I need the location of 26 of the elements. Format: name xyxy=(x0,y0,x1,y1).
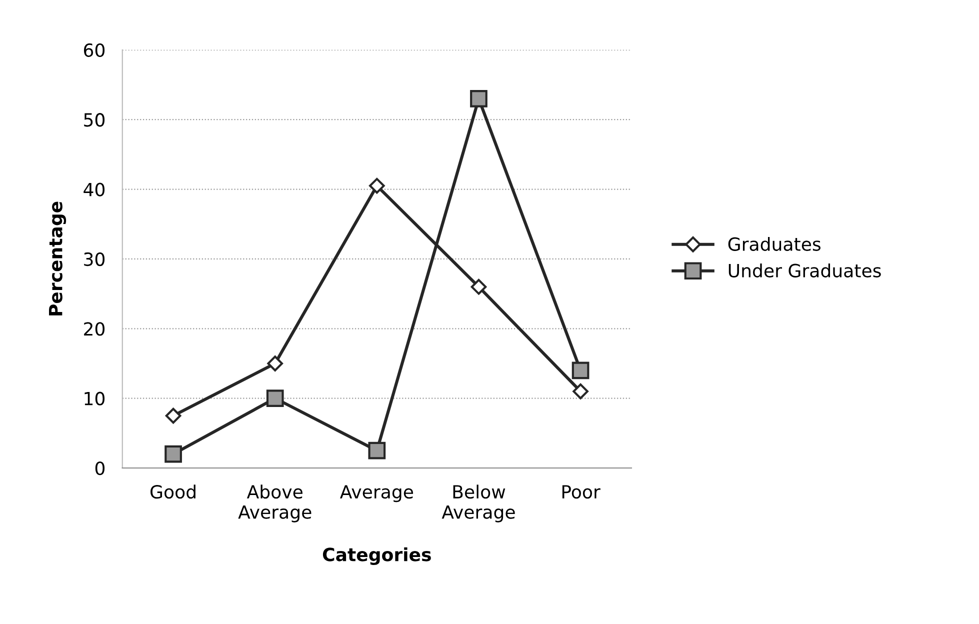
point xyxy=(470,90,488,108)
point xyxy=(266,390,284,408)
y-tick-label: 0 xyxy=(95,461,105,476)
legend-label: Graduates xyxy=(728,236,820,251)
point xyxy=(267,356,284,372)
y-tick-label: 40 xyxy=(84,182,105,196)
x-tick-label: Below Average xyxy=(442,484,515,522)
x-tick-label: Poor xyxy=(562,485,600,499)
x-axis-title: Categories xyxy=(322,547,431,565)
point xyxy=(470,278,487,295)
point xyxy=(572,362,590,380)
x-tick-label: Above Average xyxy=(238,484,312,522)
y-tick-label: 30 xyxy=(84,252,105,266)
y-tick-label: 10 xyxy=(84,392,105,406)
point xyxy=(368,178,385,194)
point xyxy=(165,408,182,424)
x-tick-label: Average xyxy=(340,485,414,502)
y-tick-label: 20 xyxy=(84,322,105,336)
y-axis-title: Percentage xyxy=(49,202,66,316)
y-tick-label: 60 xyxy=(84,43,105,58)
point xyxy=(572,383,588,400)
x-tick-label: Good xyxy=(150,484,196,499)
y-tick-label: 50 xyxy=(84,113,105,127)
point xyxy=(164,445,182,463)
point xyxy=(368,442,386,460)
legend-label: Under Graduates xyxy=(728,263,881,278)
